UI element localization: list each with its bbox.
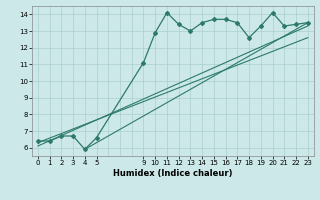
X-axis label: Humidex (Indice chaleur): Humidex (Indice chaleur) — [113, 169, 233, 178]
